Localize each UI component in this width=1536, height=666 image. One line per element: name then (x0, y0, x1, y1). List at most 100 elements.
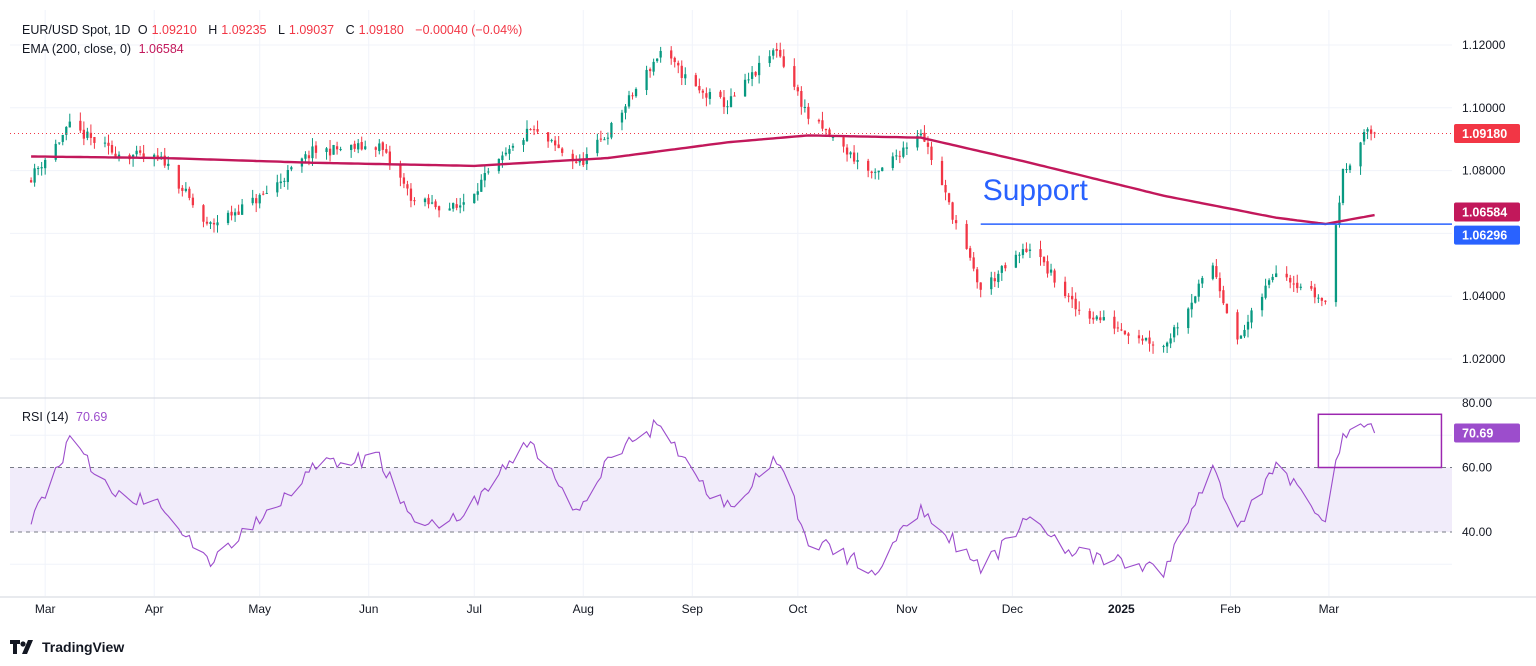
rsi-tick-label: 40.00 (1462, 525, 1492, 539)
ema-legend[interactable]: EMA (200, close, 0) 1.06584 (22, 42, 188, 56)
candle (673, 56, 676, 68)
candle (473, 193, 476, 204)
candle (427, 194, 430, 209)
candle-body (694, 75, 697, 87)
rsi-legend[interactable]: RSI (14) 70.69 (22, 410, 111, 424)
candle-body (1362, 132, 1366, 142)
candle (58, 142, 61, 145)
candle-body (895, 155, 898, 157)
candle (36, 166, 40, 176)
symbol-legend[interactable]: EUR/USD Spot, 1D O 1.09210 H 1.09235 L 1.09… (22, 23, 526, 37)
candle-body (1018, 254, 1021, 256)
tradingview-logo[interactable]: TradingView (10, 636, 124, 658)
candle-body (561, 148, 564, 153)
price-axis[interactable]: 1.12000 1.10000 1.08000 1.04000 1.02000 (1462, 38, 1506, 366)
candle-body (1000, 266, 1003, 273)
candle (1313, 283, 1316, 304)
candle (511, 143, 515, 151)
candle-body (1187, 308, 1190, 329)
candle (328, 140, 332, 162)
price-tags: 1.09180 1.06584 1.06296 70.69 (1454, 124, 1520, 443)
price-tick-label: 1.10000 (1462, 101, 1506, 115)
candle-body (680, 65, 683, 78)
candle (1215, 259, 1218, 280)
candle-body (870, 171, 873, 174)
candle-body (976, 269, 979, 283)
candle-body (1028, 249, 1032, 251)
symbol-name: EUR/USD Spot, 1D (22, 23, 131, 37)
rsi-axis[interactable]: 80.00 60.00 40.00 (1462, 396, 1492, 539)
candle (877, 170, 880, 180)
candle-body (754, 71, 757, 76)
candle-body (413, 200, 416, 202)
candle-body (1102, 317, 1105, 321)
candle-body (1320, 297, 1324, 301)
candle (153, 153, 156, 167)
candle-body (1246, 321, 1250, 330)
candle (353, 140, 356, 152)
candle-body (1222, 290, 1225, 304)
candle (1310, 280, 1313, 291)
candle (951, 201, 954, 224)
time-axis-label: Aug (573, 602, 594, 616)
candle-body (462, 202, 465, 205)
candle (508, 145, 511, 160)
candlestick-series (29, 42, 1376, 354)
candle (1078, 301, 1081, 315)
candle (107, 134, 110, 155)
candle-body (406, 184, 409, 189)
price-tick-label: 1.02000 (1462, 352, 1506, 366)
candle (409, 183, 413, 208)
candle-body (89, 132, 93, 138)
candle (1348, 163, 1352, 173)
candle (680, 60, 683, 86)
current-price-tag-bg (1454, 124, 1520, 144)
candle-body (360, 141, 363, 150)
candle (1144, 337, 1148, 342)
candle (947, 192, 951, 205)
candle (1123, 330, 1127, 336)
candle (603, 137, 606, 141)
candle (1267, 278, 1271, 289)
candle-body (1250, 310, 1253, 323)
candle-body (634, 88, 638, 97)
candle (529, 128, 532, 131)
candle (459, 197, 462, 214)
candle-body (898, 155, 901, 157)
candle-body (82, 129, 86, 139)
candle (212, 218, 216, 233)
candle-body (550, 140, 553, 142)
candle (782, 49, 785, 69)
candle (135, 145, 138, 158)
rsi-label: RSI (14) (22, 410, 69, 424)
candle-body (905, 147, 908, 149)
candle (314, 141, 318, 159)
low-value: L 1.09037 (277, 23, 335, 37)
candle (870, 170, 873, 179)
candle (726, 100, 729, 115)
candle (747, 72, 750, 84)
candle-body (708, 92, 712, 99)
candle-body (522, 140, 525, 145)
candle (61, 134, 64, 146)
candle (265, 185, 268, 195)
rsi-band (10, 467, 1452, 532)
candle-body (483, 173, 486, 181)
candle-body (184, 188, 187, 191)
candle (1243, 324, 1246, 339)
candle-body (867, 160, 870, 171)
price-tick-label: 1.04000 (1462, 289, 1506, 303)
candle-body (1039, 249, 1042, 258)
time-axis[interactable]: Mar Apr May Jun Jul Aug Sep Oct Nov Dec 2025 Feb Mar (35, 602, 1339, 616)
candle-body (1324, 300, 1327, 302)
candle (722, 90, 726, 114)
ema-line (31, 134, 1375, 226)
candle-body (29, 180, 33, 183)
candle-body (1299, 286, 1302, 288)
candle (364, 140, 367, 151)
candle-body (624, 106, 627, 113)
candle (842, 136, 845, 153)
rsi-highlight-box[interactable] (1317, 413, 1443, 469)
candle (1113, 310, 1116, 335)
